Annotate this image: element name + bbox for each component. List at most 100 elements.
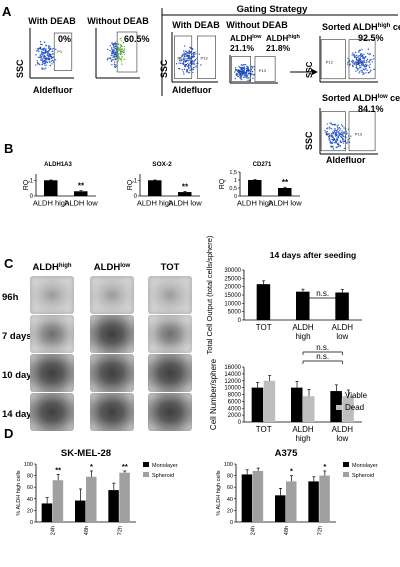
sorted-high-event-dot <box>363 60 366 62</box>
sort-arrow-head <box>312 69 318 75</box>
plot4-event-dot <box>244 71 246 73</box>
sorted-low-event-dot <box>339 128 341 130</box>
plot1-gate-label: P1 <box>57 49 63 54</box>
plot2-event-dot <box>119 57 121 60</box>
plot3-event-dot <box>183 68 186 70</box>
plot2-event-dot <box>111 52 113 54</box>
plot3-event-dot <box>193 52 195 54</box>
plot3-event-dot <box>183 60 185 62</box>
sorted-low-event-dot <box>339 145 341 147</box>
plot3-event-dot <box>182 59 184 61</box>
sorted-low-event-dot <box>333 139 335 141</box>
sorted-high-event-dot <box>368 61 370 63</box>
d1-category-label: 72h <box>117 526 123 535</box>
sorted-low-event-dot <box>329 128 331 130</box>
sorted-low-event-dot <box>334 123 337 125</box>
sorted-high-event-dot <box>357 63 359 65</box>
c2-y-tick-label: 8000 <box>228 393 242 399</box>
plot3-event-dot <box>191 68 193 70</box>
plot4-event-dot <box>249 79 251 82</box>
ssc-label-4: SSC <box>304 131 314 150</box>
b3-bar <box>278 188 292 196</box>
plot2-event-dot <box>120 48 122 50</box>
plot3-event-dot <box>193 56 196 58</box>
sorted-high-event-dot <box>361 62 364 64</box>
plot3-event-dot <box>188 68 190 70</box>
sorted-low-event-dot <box>344 140 346 142</box>
plot4-event-dot <box>235 69 238 71</box>
plot3-event-dot <box>185 54 187 56</box>
col-header-tot: TOT <box>161 262 180 273</box>
plot3-event-dot <box>195 65 197 67</box>
sorted-high-event-dot <box>352 61 354 63</box>
sorted-high-event-dot <box>358 72 360 74</box>
sorted-low-event-dot <box>326 134 328 136</box>
plot1-event-dot <box>42 61 44 63</box>
plot3-event-dot <box>189 57 191 59</box>
plot4-event-dot <box>241 67 243 69</box>
d2-category-label: 72h <box>317 526 323 535</box>
aldefluor-label-2: Aldefluor <box>172 85 212 95</box>
sorted-low-event-dot <box>332 139 334 141</box>
sorted-high-event-dot <box>365 72 367 74</box>
sorted-low-event-dot <box>338 132 340 135</box>
sorted-low-event-dot <box>342 125 344 127</box>
plot2-event-dot <box>115 46 117 48</box>
plot3-event-dot <box>189 56 191 58</box>
plot4-event-dot <box>241 70 243 72</box>
plot1-event-dot <box>42 49 44 51</box>
plot4-event-dot <box>248 72 250 74</box>
plot3-event-dot <box>190 58 192 60</box>
col-header-aldh-low: ALDHlow <box>94 262 131 273</box>
plot1-event-dot <box>47 54 49 56</box>
c1-y-tick-label: 30000 <box>224 268 241 274</box>
plot1-event-dot <box>49 61 51 63</box>
plot1-event-dot <box>38 63 40 65</box>
plot3-event-dot <box>188 49 190 51</box>
plot3-event-dot <box>189 62 192 64</box>
plot4-event-dot <box>247 67 249 69</box>
plot4-event-dot <box>250 65 253 68</box>
plot2-event-dot <box>106 59 109 61</box>
sorted-high-event-dot <box>357 55 359 57</box>
plot1-event-dot <box>45 60 47 62</box>
plot1-event-dot <box>40 43 42 45</box>
plot4-event-dot <box>235 68 237 70</box>
plot1-event-dot <box>49 48 51 50</box>
plot4-event-dot <box>253 74 255 76</box>
plot4-event-dot <box>234 71 236 73</box>
plot2-event-dot <box>117 60 119 62</box>
plot4-event-dot <box>240 73 242 75</box>
plot1-event-dot <box>42 68 44 70</box>
plot1-event-dot <box>40 48 42 51</box>
c2-y-tick-label: 14000 <box>224 372 241 378</box>
plot3-event-dot <box>190 47 192 49</box>
plot1-event-dot <box>48 58 50 60</box>
plot3-event-dot <box>190 57 192 59</box>
b3-bar <box>248 180 262 196</box>
c2-y-tick-label: 6000 <box>228 399 242 405</box>
plot1-event-dot <box>41 63 43 66</box>
plot3-event-dot <box>194 59 197 61</box>
plot3-event-dot <box>192 61 194 63</box>
plot3-event-dot <box>187 66 189 68</box>
sorted-low-event-dot <box>340 133 342 135</box>
plot3-event-dot <box>185 52 187 55</box>
plot1-event-dot <box>48 54 50 56</box>
c1-y-tick-label: 0 <box>238 318 242 324</box>
plot1-event-dot <box>44 48 46 50</box>
plot3-event-dot <box>185 57 187 60</box>
plot4-event-dot <box>240 72 242 74</box>
plot1-event-dot <box>49 47 51 49</box>
plot2-event-dot <box>119 53 121 56</box>
sorted-high-event-dot <box>349 63 351 65</box>
plot3-event-dot <box>191 60 193 62</box>
sorted-low-event-dot <box>334 127 336 130</box>
sorted-high-event-dot <box>366 65 368 67</box>
c2-y-tick-label: 10000 <box>224 386 241 392</box>
sorted-low-event-dot <box>336 129 338 131</box>
sorted-low-event-dot <box>337 131 339 133</box>
sorted-high-gate-label: P13 <box>355 60 363 65</box>
plot2-event-dot <box>111 51 113 53</box>
